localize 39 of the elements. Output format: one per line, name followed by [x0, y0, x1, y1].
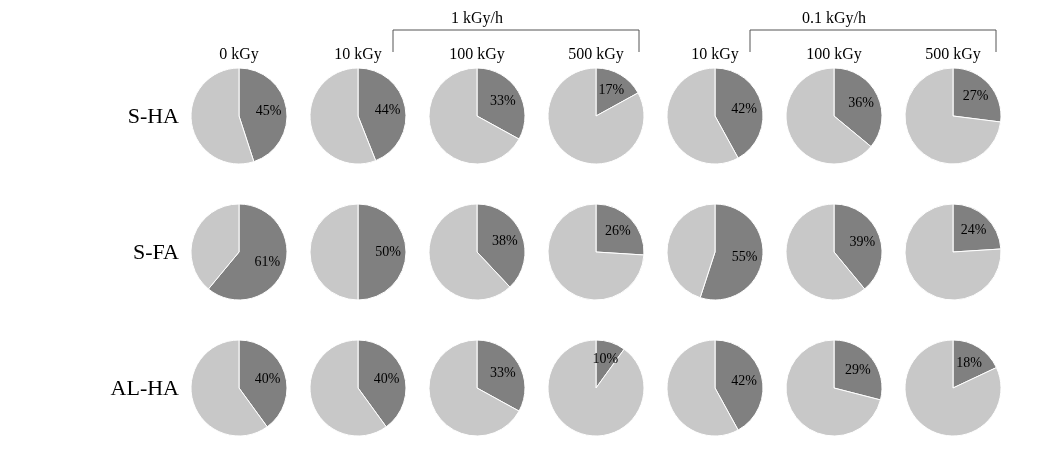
data-label: 42% — [731, 372, 758, 388]
text: S-HA — [127, 103, 180, 128]
text: AL-HA — [110, 375, 180, 400]
data-label: 42% — [731, 100, 758, 116]
pie-slice — [547, 339, 645, 437]
pie-slice — [785, 339, 881, 437]
data-label: 17% — [598, 82, 625, 98]
data-label: 50% — [375, 244, 402, 259]
chart-title: 100 kGy — [449, 45, 505, 63]
pie-slice — [547, 203, 645, 301]
pie-slice — [904, 67, 1002, 165]
data-label: 18% — [956, 354, 983, 370]
data-label: 39% — [849, 233, 876, 249]
data-label: 33% — [489, 92, 516, 108]
text: S-FA — [132, 239, 180, 264]
pie-slice — [904, 203, 1002, 301]
pie-slice — [904, 339, 1002, 437]
text: 1 kGy/h — [451, 9, 503, 27]
data-label: 61% — [254, 254, 281, 270]
data-label: 38% — [492, 232, 519, 248]
pie-slice — [547, 67, 645, 165]
chart-title: 0 kGy — [219, 45, 259, 63]
data-label: 33% — [489, 364, 516, 380]
data-label: 24% — [960, 222, 987, 238]
data-label: 40% — [254, 370, 281, 386]
data-label: 45% — [255, 103, 282, 119]
data-label: 55% — [731, 248, 758, 264]
data-label: 26% — [605, 223, 632, 239]
chart-title: 10 kGy — [691, 45, 739, 63]
data-label: 29% — [844, 361, 871, 377]
chart-title: 10 kGy — [334, 45, 382, 63]
chart-title: 500 kGy — [925, 45, 981, 63]
data-label: 44% — [374, 102, 401, 118]
data-label: 40% — [373, 370, 400, 386]
text: 0.1 kGy/h — [802, 9, 866, 27]
data-label: 36% — [848, 95, 875, 111]
chart-title: 100 kGy — [806, 45, 862, 63]
chart-title: 500 kGy — [568, 45, 624, 63]
data-label: 27% — [962, 88, 989, 104]
